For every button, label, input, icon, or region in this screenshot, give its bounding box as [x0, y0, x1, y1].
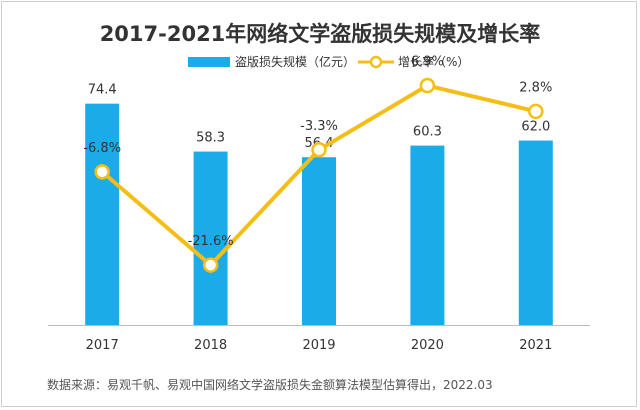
- source-note: 数据来源：易观千帆、易观中国网络文学盗版损失金额算法模型估算得出，2022.03: [47, 378, 493, 392]
- x-tick-label-2019: 2019: [302, 338, 335, 353]
- growth-rate-point-2018: [202, 257, 219, 273]
- chart-title: 2017-2021年网络文学盗版损失规模及增长率: [100, 22, 541, 46]
- bar-label-2020: 60.3: [413, 125, 442, 140]
- bar-2018: [193, 151, 228, 325]
- bar-2020: [410, 145, 445, 325]
- growth-rate-point-2021: [528, 103, 544, 120]
- growth-label-2018: -21.6%: [188, 234, 234, 249]
- growth-label-2021: 2.8%: [519, 80, 552, 95]
- growth-label-2017: -6.8%: [83, 141, 121, 156]
- growth-rate-point-2019: [311, 142, 327, 158]
- bar-label-2018: 58.3: [196, 131, 225, 146]
- x-tick-label-2021: 2021: [519, 338, 552, 353]
- x-tick-label-2018: 2018: [194, 338, 227, 353]
- bar-2017: [85, 103, 120, 325]
- bar-2019: [302, 157, 336, 325]
- growth-rate-point-2017: [94, 164, 110, 180]
- legend-bar-swatch: [188, 57, 230, 67]
- legend-bar-label: 盗版损失规模（亿元）: [235, 54, 355, 69]
- x-tick-label-2017: 2017: [86, 338, 119, 353]
- bar-2021: [518, 140, 553, 325]
- legend-line-label: 增长率（%）: [398, 54, 469, 69]
- x-tick-label-2020: 2020: [411, 338, 444, 353]
- growth-label-2019: -3.3%: [300, 119, 338, 134]
- bar-label-2017: 74.4: [88, 83, 117, 98]
- growth-label-2020: 6.9%: [411, 55, 444, 70]
- bar-label-2021: 62.0: [521, 120, 550, 135]
- growth-rate-point-2020: [419, 77, 436, 94]
- legend-line-marker: [369, 55, 383, 69]
